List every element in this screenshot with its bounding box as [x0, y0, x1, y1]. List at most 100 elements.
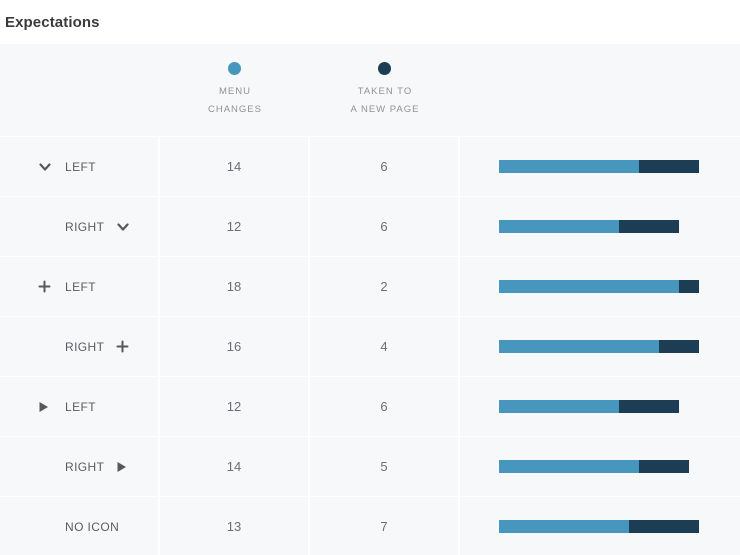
- menu-changes-value-cell: 13: [160, 497, 310, 555]
- row-label-cell: LEFT: [0, 257, 160, 316]
- column-header-taken-to-page: TAKEN TO A NEW PAGE: [310, 44, 460, 136]
- row-label-cell: LEFT: [0, 137, 160, 196]
- legend-item-menu-changes: MENU CHANGES: [208, 61, 262, 119]
- header-bar-spacer: [460, 44, 740, 136]
- title-bar: Expectations: [0, 0, 740, 44]
- table-row: NO ICON 13 7: [0, 496, 740, 555]
- table-row: LEFT 14 6: [0, 136, 740, 196]
- taken-to-page-value-cell: 5: [310, 437, 460, 496]
- bar-cell: [460, 137, 740, 196]
- bar-cell: [460, 317, 740, 376]
- taken-to-page-value-cell: 6: [310, 197, 460, 256]
- table-row: LEFT 12 6: [0, 376, 740, 436]
- menu-changes-value-cell: 14: [160, 137, 310, 196]
- caret-right-icon: [116, 461, 127, 473]
- stacked-bar: [499, 520, 699, 533]
- header-spacer: [0, 44, 160, 136]
- menu-changes-dot-icon: [228, 61, 242, 75]
- bar-cell: [460, 257, 740, 316]
- bar-segment-taken-to-page: [639, 160, 699, 173]
- taken-to-page-value: 7: [380, 519, 388, 534]
- stacked-bar: [499, 340, 699, 353]
- bar-segment-menu-changes: [499, 520, 629, 533]
- bar-cell: [460, 437, 740, 496]
- row-label-cell: RIGHT: [0, 197, 160, 256]
- legend-label: TAKEN TO: [357, 85, 413, 97]
- column-header-menu-changes: MENU CHANGES: [160, 44, 310, 136]
- bar-segment-taken-to-page: [679, 280, 699, 293]
- row-label: LEFT: [65, 159, 96, 174]
- table-row: RIGHT 16 4: [0, 316, 740, 376]
- legend-label: MENU: [219, 85, 251, 97]
- bar-segment-taken-to-page: [639, 460, 689, 473]
- menu-changes-value-cell: 12: [160, 197, 310, 256]
- taken-to-page-dot-icon: [378, 61, 392, 75]
- bar-cell: [460, 497, 740, 555]
- row-label: RIGHT: [65, 219, 105, 234]
- plus-icon: [116, 340, 129, 353]
- row-label: RIGHT: [65, 339, 105, 354]
- bar-cell: [460, 377, 740, 436]
- taken-to-page-value-cell: 4: [310, 317, 460, 376]
- page-title: Expectations: [5, 13, 100, 31]
- menu-changes-value: 12: [226, 399, 242, 414]
- bar-cell: [460, 197, 740, 256]
- row-label-cell: RIGHT: [0, 437, 160, 496]
- menu-changes-value-cell: 14: [160, 437, 310, 496]
- results-table: MENU CHANGES TAKEN TO A NEW PAGE LEFT 14…: [0, 44, 740, 555]
- bar-segment-taken-to-page: [619, 400, 679, 413]
- taken-to-page-value: 4: [380, 339, 388, 354]
- row-label-cell: LEFT: [0, 377, 160, 436]
- taken-to-page-value: 6: [380, 219, 388, 234]
- stacked-bar: [499, 160, 699, 173]
- menu-changes-value: 14: [226, 159, 242, 174]
- caret-right-icon: [38, 401, 65, 413]
- row-label-cell: NO ICON: [0, 497, 160, 555]
- taken-to-page-value: 5: [380, 459, 388, 474]
- table-row: LEFT 18 2: [0, 256, 740, 316]
- menu-changes-value: 12: [226, 219, 242, 234]
- row-label: RIGHT: [65, 459, 105, 474]
- row-label: LEFT: [65, 399, 96, 414]
- menu-changes-value: 16: [226, 339, 242, 354]
- taken-to-page-value-cell: 7: [310, 497, 460, 555]
- menu-changes-value: 13: [226, 519, 242, 534]
- stacked-bar: [499, 280, 699, 293]
- stacked-bar: [499, 460, 689, 473]
- legend-item-taken-to-page: TAKEN TO A NEW PAGE: [350, 61, 420, 119]
- plus-icon: [38, 280, 65, 293]
- stacked-bar: [499, 220, 679, 233]
- taken-to-page-value: 6: [380, 399, 388, 414]
- stacked-bar: [499, 400, 679, 413]
- bar-segment-taken-to-page: [659, 340, 699, 353]
- row-label-cell: RIGHT: [0, 317, 160, 376]
- taken-to-page-value: 2: [380, 279, 388, 294]
- bar-segment-taken-to-page: [619, 220, 679, 233]
- table-row: RIGHT 12 6: [0, 196, 740, 256]
- bar-segment-menu-changes: [499, 220, 619, 233]
- menu-changes-value: 14: [226, 459, 242, 474]
- legend-label: CHANGES: [208, 103, 262, 115]
- menu-changes-value-cell: 18: [160, 257, 310, 316]
- bar-segment-menu-changes: [499, 280, 679, 293]
- menu-changes-value: 18: [226, 279, 242, 294]
- taken-to-page-value-cell: 6: [310, 137, 460, 196]
- row-label: LEFT: [65, 279, 96, 294]
- taken-to-page-value-cell: 2: [310, 257, 460, 316]
- table-header: MENU CHANGES TAKEN TO A NEW PAGE: [0, 44, 740, 136]
- row-label: NO ICON: [65, 519, 120, 534]
- taken-to-page-value: 6: [380, 159, 388, 174]
- menu-changes-value-cell: 16: [160, 317, 310, 376]
- chevron-down-icon: [38, 160, 65, 174]
- bar-segment-menu-changes: [499, 460, 639, 473]
- legend-label: A NEW PAGE: [350, 103, 420, 115]
- bar-segment-menu-changes: [499, 400, 619, 413]
- table-row: RIGHT 14 5: [0, 436, 740, 496]
- bar-segment-menu-changes: [499, 340, 659, 353]
- bar-segment-menu-changes: [499, 160, 639, 173]
- taken-to-page-value-cell: 6: [310, 377, 460, 436]
- chevron-down-icon: [116, 220, 130, 234]
- menu-changes-value-cell: 12: [160, 377, 310, 436]
- bar-segment-taken-to-page: [629, 520, 699, 533]
